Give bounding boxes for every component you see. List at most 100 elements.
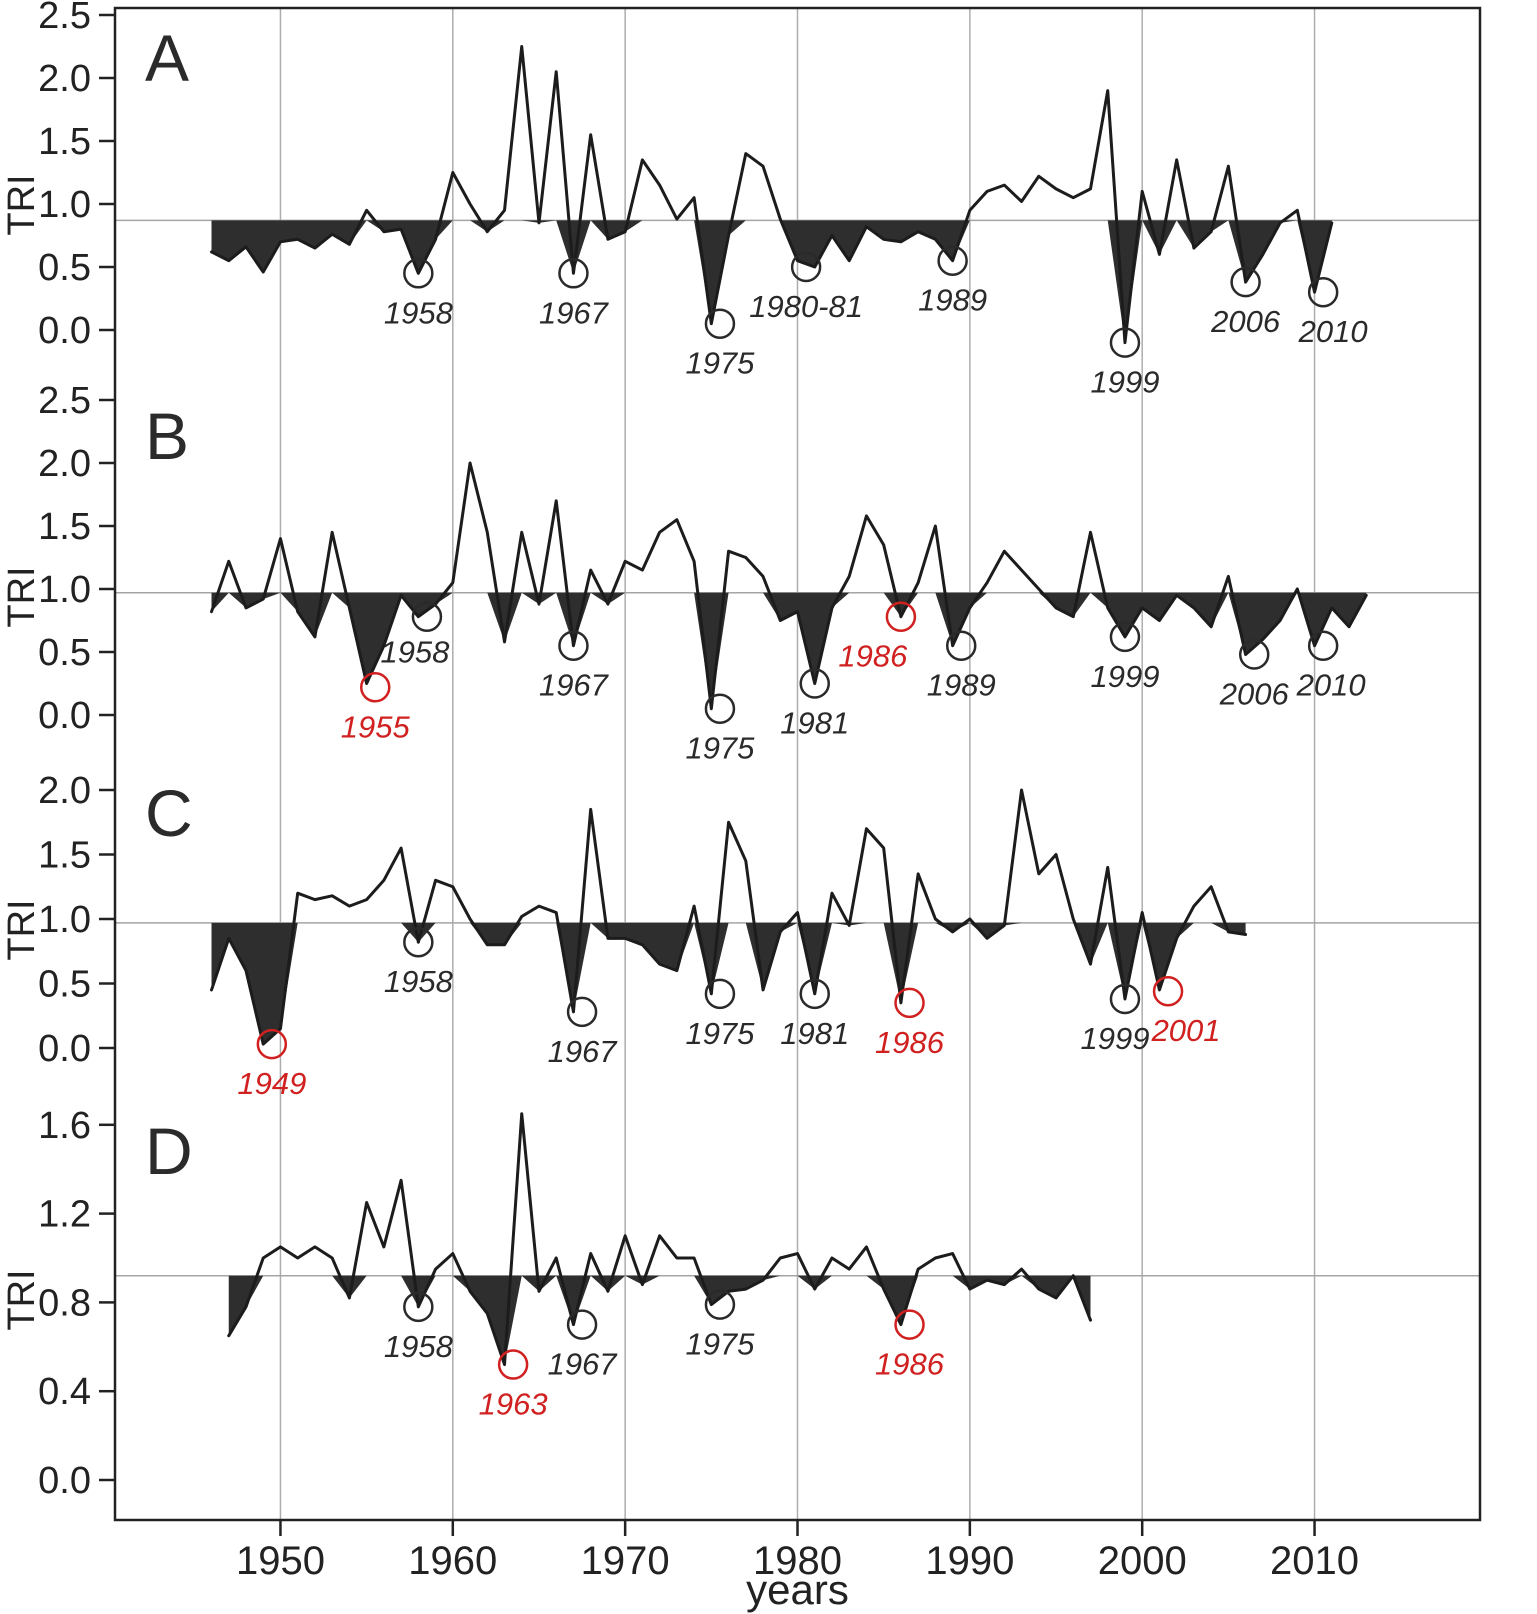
annotation-circle-C-1986 [894, 987, 925, 1019]
panel-c-letter: C [145, 776, 193, 850]
x-tick-label-2000: 2000 [1098, 1539, 1187, 1583]
y-tick-label-B-2: 2.0 [38, 443, 91, 485]
y-axis-label-panel-d: TRI [1, 1269, 43, 1331]
annotation-circle-A-1999 [1109, 327, 1141, 358]
y-tick-label-D-1.6: 1.6 [38, 1105, 91, 1147]
annotation-circle-C-1958 [403, 926, 434, 958]
y-tick-label-B-2.5: 2.5 [38, 380, 91, 422]
annotation-label-A-2006: 2006 [1210, 304, 1281, 339]
annotation-label-A-1958: 1958 [384, 295, 454, 330]
annotation-label-D-1963: 1963 [479, 1387, 548, 1422]
annotation-label-A-1999: 1999 [1090, 365, 1159, 400]
annotation-label-B-1955: 1955 [341, 709, 411, 744]
annotation-circle-B-1955 [359, 672, 391, 703]
annotation-label-B-1958: 1958 [380, 635, 450, 670]
y-tick-label-C-2: 2.0 [38, 770, 91, 812]
x-axis-label: years [746, 1566, 849, 1613]
x-tick-label-1990: 1990 [925, 1539, 1014, 1583]
annotation-circle-D-1958 [403, 1291, 434, 1323]
annotation-circle-A-1989 [937, 245, 968, 276]
annotation-circle-D-1975 [704, 1289, 736, 1320]
y-tick-label-A-1: 1.0 [38, 184, 91, 226]
annotation-label-B-1975: 1975 [685, 731, 755, 766]
y-axis-label-panel-c: TRI [1, 899, 43, 961]
annotation-circle-D-1986 [894, 1309, 925, 1340]
y-axis-label-panel-a: TRI [1, 174, 43, 236]
annotation-circle-B-1986 [885, 601, 917, 632]
x-tick-label-2010: 2010 [1270, 1539, 1359, 1583]
annotation-circle-C-1975 [704, 978, 736, 1010]
annotation-circle-B-1967 [558, 630, 589, 661]
annotation-circle-B-1958 [411, 601, 443, 632]
annotation-circle-C-1981 [799, 978, 830, 1010]
annotation-circle-D-1963 [497, 1349, 529, 1380]
y-tick-label-B-0.5: 0.5 [38, 632, 91, 674]
x-tick-label-1950: 1950 [236, 1539, 325, 1583]
annotation-circle-B-2006 [1238, 639, 1270, 670]
annotation-label-C-1949: 1949 [237, 1066, 306, 1101]
annotation-label-B-1989: 1989 [927, 668, 996, 703]
annotation-label-B-2006: 2006 [1219, 677, 1290, 712]
y-tick-label-D-1.2: 1.2 [38, 1194, 91, 1236]
annotation-label-A-1967: 1967 [539, 295, 610, 330]
y-tick-label-C-0: 0.0 [38, 1028, 91, 1070]
series-line-D [227, 1112, 1092, 1367]
annotation-label-B-2010: 2010 [1296, 668, 1366, 703]
series-line-A [210, 45, 1334, 345]
x-tick-label-1970: 1970 [581, 1539, 670, 1583]
panel-a-letter: A [145, 21, 190, 95]
below-threshold-fill-A [211, 220, 1332, 343]
annotation-circle-A-1967 [558, 258, 589, 289]
annotation-circle-B-1975 [704, 693, 736, 724]
annotation-circle-C-1967 [566, 996, 598, 1028]
annotation-circle-C-1999 [1109, 983, 1141, 1015]
panel-d-letter: D [145, 1114, 193, 1188]
y-axis-label-panel-b: TRI [1, 566, 43, 628]
y-tick-label-B-1: 1.0 [38, 569, 91, 611]
y-tick-label-D-0.8: 0.8 [38, 1282, 91, 1324]
series-line-C [210, 788, 1248, 1046]
annotation-circle-C-2001 [1152, 975, 1184, 1007]
annotation-circle-A-2006 [1230, 266, 1261, 298]
y-tick-label-A-0.5: 0.5 [38, 247, 91, 289]
y-tick-label-C-0.5: 0.5 [38, 964, 91, 1006]
annotation-circle-A-2010 [1307, 276, 1339, 308]
panel-b-letter: B [145, 399, 190, 473]
annotation-label-B-1967: 1967 [539, 668, 610, 703]
y-tick-label-A-0: 0.0 [38, 310, 91, 352]
annotation-label-C-1986: 1986 [875, 1025, 945, 1060]
annotation-label-C-1967: 1967 [548, 1034, 619, 1069]
series-line-B [210, 461, 1368, 711]
annotation-label-A-1989: 1989 [918, 283, 987, 318]
x-tick-label-1960: 1960 [408, 1539, 497, 1583]
annotation-circle-A-1975 [704, 308, 736, 339]
annotation-label-C-1981: 1981 [780, 1016, 849, 1051]
annotation-label-A-1975: 1975 [685, 346, 755, 381]
annotation-label-D-1967: 1967 [548, 1347, 619, 1382]
annotation-label-D-1958: 1958 [384, 1329, 454, 1364]
annotation-circle-B-1999 [1109, 621, 1141, 653]
annotation-label-C-1999: 1999 [1080, 1021, 1149, 1056]
annotation-label-B-1981: 1981 [780, 706, 849, 741]
annotation-label-D-1975: 1975 [685, 1327, 755, 1362]
annotation-label-A-1980-81: 1980-81 [749, 289, 863, 324]
annotation-label-C-1975: 1975 [685, 1016, 755, 1051]
annotation-circle-A-1980-81 [790, 251, 822, 283]
below-threshold-fill-D [228, 1275, 1091, 1365]
annotation-label-A-2010: 2010 [1298, 314, 1368, 349]
annotation-circle-C-1949 [256, 1028, 288, 1060]
annotation-label-B-1986: 1986 [838, 639, 908, 674]
x-tick-label-1980: 1980 [753, 1539, 842, 1583]
y-tick-label-C-1.5: 1.5 [38, 835, 91, 877]
annotation-circle-B-2010 [1307, 630, 1339, 661]
y-tick-label-A-2: 2.0 [38, 58, 91, 100]
y-tick-label-A-1.5: 1.5 [38, 121, 91, 163]
y-tick-label-D-0.4: 0.4 [38, 1371, 91, 1413]
annotation-label-D-1986: 1986 [875, 1347, 945, 1382]
y-tick-label-B-1.5: 1.5 [38, 506, 91, 548]
y-tick-label-C-1: 1.0 [38, 899, 91, 941]
annotation-label-B-1999: 1999 [1090, 659, 1159, 694]
annotation-circle-B-1989 [945, 630, 977, 661]
y-tick-label-B-0: 0.0 [38, 695, 91, 737]
